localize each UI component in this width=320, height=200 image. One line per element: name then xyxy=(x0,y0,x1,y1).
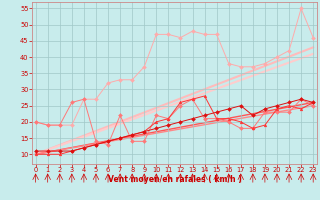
X-axis label: Vent moyen/en rafales ( km/h ): Vent moyen/en rafales ( km/h ) xyxy=(108,175,241,184)
